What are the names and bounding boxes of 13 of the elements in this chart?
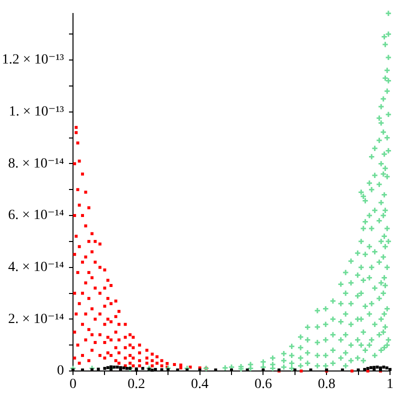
x-tick-label: 1 [386,377,394,392]
y-tick-label: 1. × 10⁻¹³ [8,104,64,120]
y-tick-label: 0 [57,364,64,379]
x-tick-label: 0.2 [128,377,146,392]
x-tick-label: 0.6 [254,377,272,392]
y-tick-label: 6. × 10⁻¹⁴ [8,208,64,224]
x-tick-label: 0.4 [191,377,209,392]
y-tick-label: 8. × 10⁻¹⁴ [8,156,64,172]
x-tick-label: 0 [70,377,76,392]
y-tick-label: 2. × 10⁻¹⁴ [8,312,64,327]
x-tick-label: 0.8 [318,377,336,392]
y-tick-label: 1.2 × 10⁻¹³ [2,52,64,68]
y-tick-label: 4. × 10⁻¹⁴ [8,260,64,276]
